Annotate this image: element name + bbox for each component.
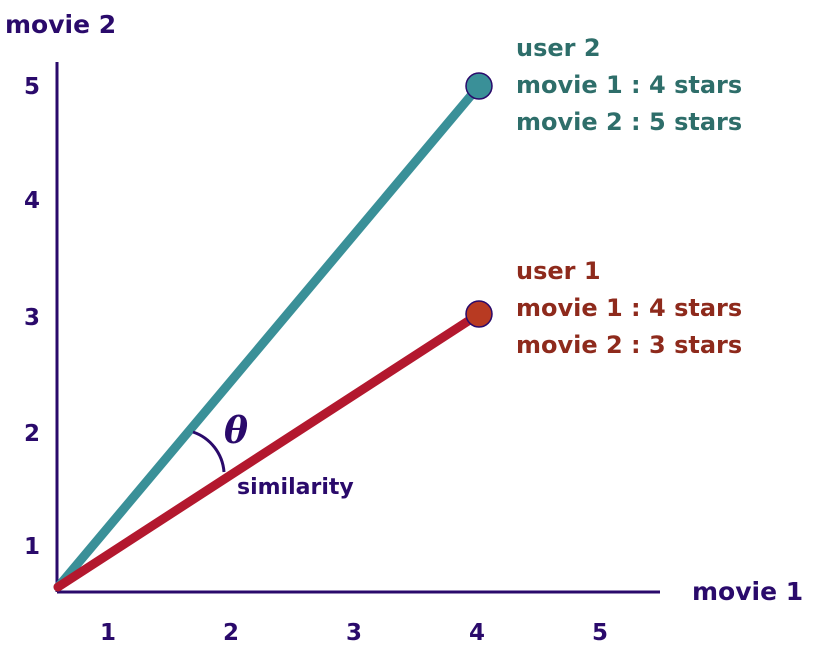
user1-vector [53,309,484,592]
y-tick-label: 1 [24,534,40,560]
y-tick-label: 2 [24,421,40,447]
user2-point [465,72,493,100]
user1-name: user 1 [516,257,601,285]
similarity-label: similarity [237,475,354,500]
y-tick-label: 3 [24,305,40,331]
user2-movie2-rating: movie 2 : 5 stars [516,108,742,136]
user1-point [465,300,493,328]
x-tick-label: 4 [469,620,485,646]
y-axis-label: movie 2 [5,10,116,39]
angle-arc [192,430,226,473]
x-tick-label: 3 [346,620,362,646]
x-tick-label: 2 [223,620,239,646]
user1-movie1-rating: movie 1 : 4 stars [516,294,742,322]
x-tick-label: 5 [592,620,608,646]
user1-movie2-rating: movie 2 : 3 stars [516,331,742,359]
y-tick-label: 5 [24,74,40,100]
theta-symbol: θ [224,410,248,452]
user2-name: user 2 [516,34,601,62]
x-tick-label: 1 [100,620,116,646]
y-tick-label: 4 [24,188,40,214]
user2-vector [53,81,484,592]
x-axis-label: movie 1 [692,577,803,606]
user2-movie1-rating: movie 1 : 4 stars [516,71,742,99]
